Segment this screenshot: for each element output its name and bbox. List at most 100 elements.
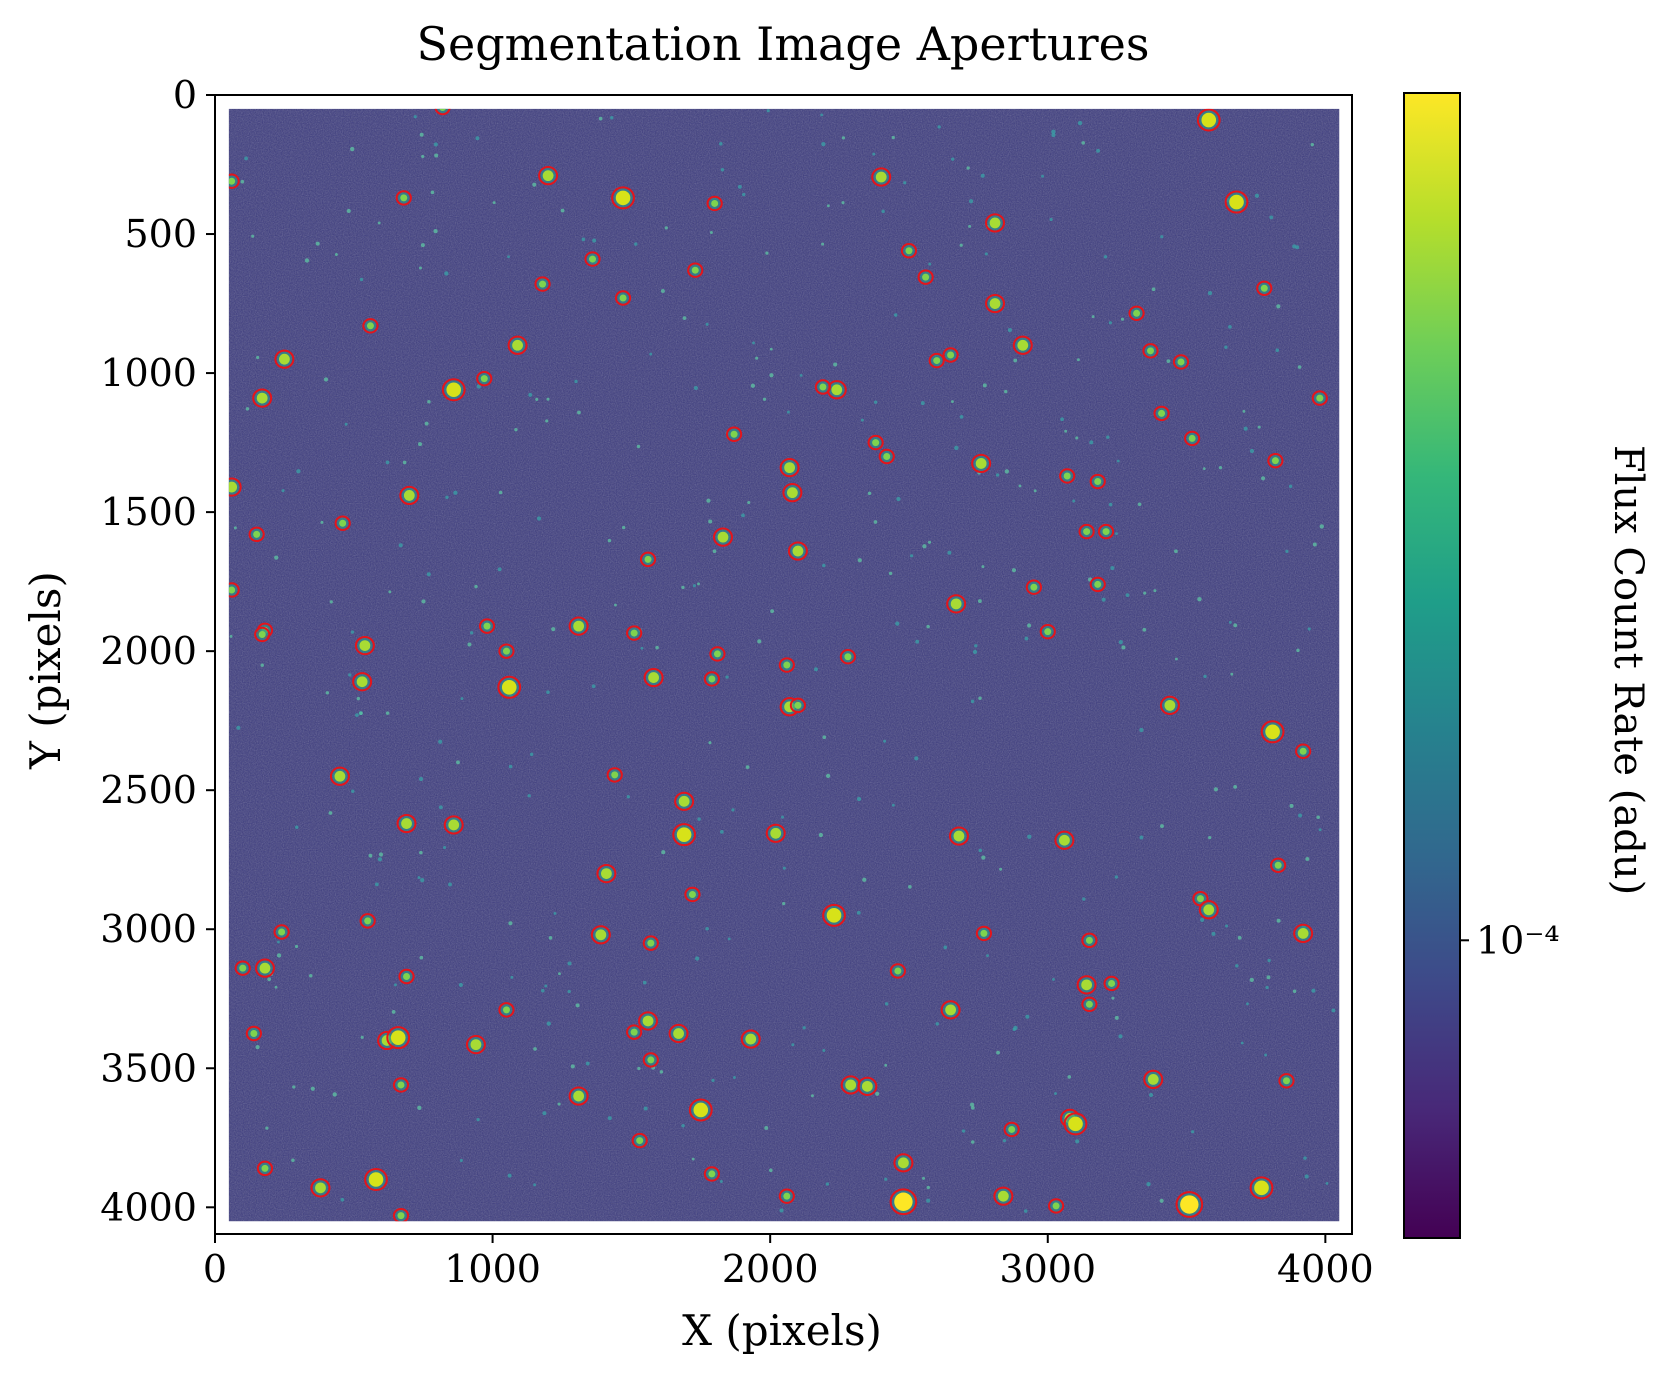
aperture-ellipse (596, 864, 617, 884)
faint-star (1027, 623, 1032, 628)
faint-star (1191, 1130, 1195, 1134)
source (254, 958, 275, 978)
faint-star (692, 584, 696, 588)
aperture-ellipse (900, 243, 918, 259)
faint-star (1091, 315, 1095, 319)
faint-star (274, 555, 279, 560)
faint-star (346, 208, 351, 214)
aperture-ellipse (507, 335, 528, 355)
faint-star (1228, 620, 1232, 624)
faint-star (1307, 627, 1311, 631)
faint-star (888, 571, 893, 576)
source (778, 657, 795, 673)
faint-star (970, 1140, 975, 1144)
source-core (1196, 895, 1204, 903)
aperture-ellipse (498, 1002, 515, 1018)
faint-star (986, 954, 989, 958)
source (672, 823, 697, 847)
faint-star (786, 410, 790, 414)
faint-star (1027, 834, 1032, 839)
faint-star (1292, 989, 1297, 993)
faint-star (841, 201, 845, 205)
faint-star (621, 525, 626, 530)
faint-star (660, 288, 665, 293)
source-core (1188, 434, 1196, 442)
aperture-ellipse (392, 1207, 410, 1222)
source (993, 1186, 1014, 1206)
faint-star (240, 179, 245, 184)
faint-star (1312, 542, 1317, 547)
source-core (792, 545, 804, 557)
faint-star (926, 1185, 931, 1190)
source (256, 1160, 274, 1177)
source-core (642, 1015, 654, 1027)
faint-star (1318, 828, 1322, 832)
source-core (933, 357, 941, 365)
source (434, 108, 451, 116)
source (498, 1002, 515, 1018)
faint-star (725, 675, 729, 679)
faint-star (926, 1198, 931, 1203)
faint-star (417, 876, 421, 880)
source-core (647, 1056, 655, 1064)
faint-star (1174, 657, 1178, 661)
aperture-ellipse (1039, 623, 1056, 640)
source-core (1203, 904, 1215, 916)
faint-star (1081, 141, 1086, 145)
aperture-ellipse (1159, 695, 1180, 715)
faint-star (822, 1049, 826, 1053)
faint-star (607, 538, 612, 543)
x-tick-label: 2000 (722, 1247, 819, 1291)
source-core (1201, 112, 1217, 128)
faint-star (296, 469, 301, 474)
faint-star (1305, 856, 1310, 861)
aperture-ellipse (1172, 354, 1190, 370)
aperture-ellipse (1184, 430, 1201, 447)
faint-star (510, 975, 514, 979)
faint-star (355, 713, 359, 717)
faint-star (368, 853, 373, 858)
faint-star (419, 850, 423, 855)
source (352, 672, 373, 692)
source (1153, 405, 1170, 422)
faint-star (981, 565, 985, 569)
aperture-ellipse (1175, 1191, 1204, 1218)
source-core (573, 620, 585, 632)
source-core (339, 519, 347, 527)
aperture-ellipse (228, 173, 240, 189)
aperture-ellipse (465, 1035, 486, 1055)
faint-star (694, 956, 700, 961)
source-core (1282, 1077, 1290, 1085)
source-core (819, 383, 827, 391)
faint-star (860, 418, 864, 422)
faint-star (560, 208, 565, 213)
source-core (1180, 1195, 1199, 1214)
source (1003, 1121, 1020, 1138)
source-core (1094, 580, 1102, 588)
faint-star (1211, 931, 1216, 936)
faint-star (528, 392, 533, 397)
x-tick-label: 3000 (999, 1247, 1096, 1291)
source (1256, 280, 1273, 296)
source-core (1274, 861, 1282, 869)
faint-star (1249, 977, 1254, 983)
faint-star (731, 808, 735, 812)
source (857, 1076, 878, 1096)
faint-star (1197, 597, 1202, 602)
colorbar-label: Flux Count Rate (adu) (1605, 445, 1651, 895)
faint-star (1331, 1008, 1336, 1013)
aperture-ellipse (840, 1075, 861, 1095)
faint-star (779, 1208, 784, 1213)
faint-star (981, 855, 986, 860)
aperture-ellipse (1278, 1073, 1295, 1089)
faint-star (557, 1102, 561, 1106)
aperture-ellipse (1054, 830, 1075, 850)
aperture-ellipse (878, 448, 895, 465)
source-core (390, 1030, 406, 1045)
source (1025, 579, 1042, 595)
aperture-ellipse (642, 935, 659, 951)
faint-star (1292, 244, 1297, 249)
faint-star (433, 228, 438, 234)
aperture-ellipse (626, 625, 643, 641)
